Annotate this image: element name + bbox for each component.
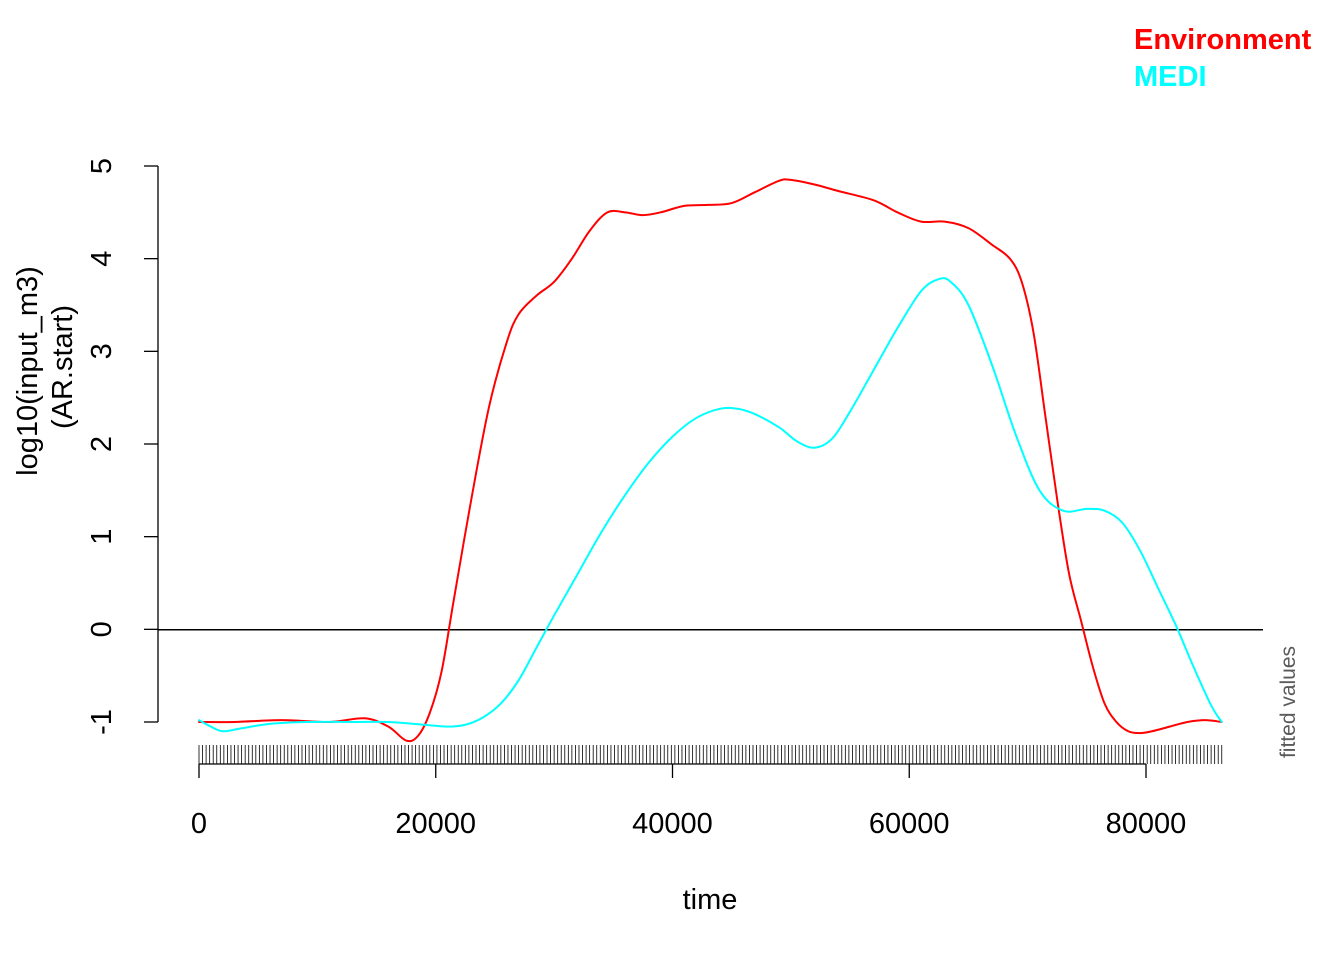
series-line-environment xyxy=(198,178,1223,743)
y-axis-ticks: -1 0 1 2 3 4 5 xyxy=(86,158,158,735)
legend: Environment MEDI xyxy=(1134,22,1311,96)
y-axis-label-line-2: (AR.start) xyxy=(47,305,79,429)
x-tick-label: 0 xyxy=(191,808,207,840)
series-line-medi xyxy=(198,277,1223,733)
y-axis-label-line-1: log10(input_m3) xyxy=(12,266,44,476)
y-tick-label: -1 xyxy=(86,709,118,735)
y-tick-label: 5 xyxy=(86,158,118,174)
fitted-values-label: fitted values xyxy=(1277,646,1300,758)
y-tick-label: 0 xyxy=(86,621,118,637)
x-tick-label: 40000 xyxy=(632,808,713,840)
y-tick-label: 3 xyxy=(86,343,118,359)
x-tick-label: 20000 xyxy=(395,808,476,840)
y-tick-label: 4 xyxy=(86,251,118,267)
rug-marks xyxy=(198,745,1223,764)
series-lines xyxy=(198,178,1223,743)
legend-entry-medi: MEDI xyxy=(1134,61,1207,93)
y-tick-label: 2 xyxy=(86,436,118,452)
rug-ticks xyxy=(198,745,1223,764)
y-axis-label: log10(input_m3) (AR.start) xyxy=(12,258,79,476)
x-tick-label: 80000 xyxy=(1106,808,1187,840)
y-tick-label: 1 xyxy=(86,529,118,545)
legend-entry-environment: Environment xyxy=(1134,24,1312,56)
x-axis-ticks: 0 20000 40000 60000 80000 xyxy=(191,764,1186,840)
x-tick-label: 60000 xyxy=(869,808,950,840)
x-axis-label: time xyxy=(683,884,738,916)
